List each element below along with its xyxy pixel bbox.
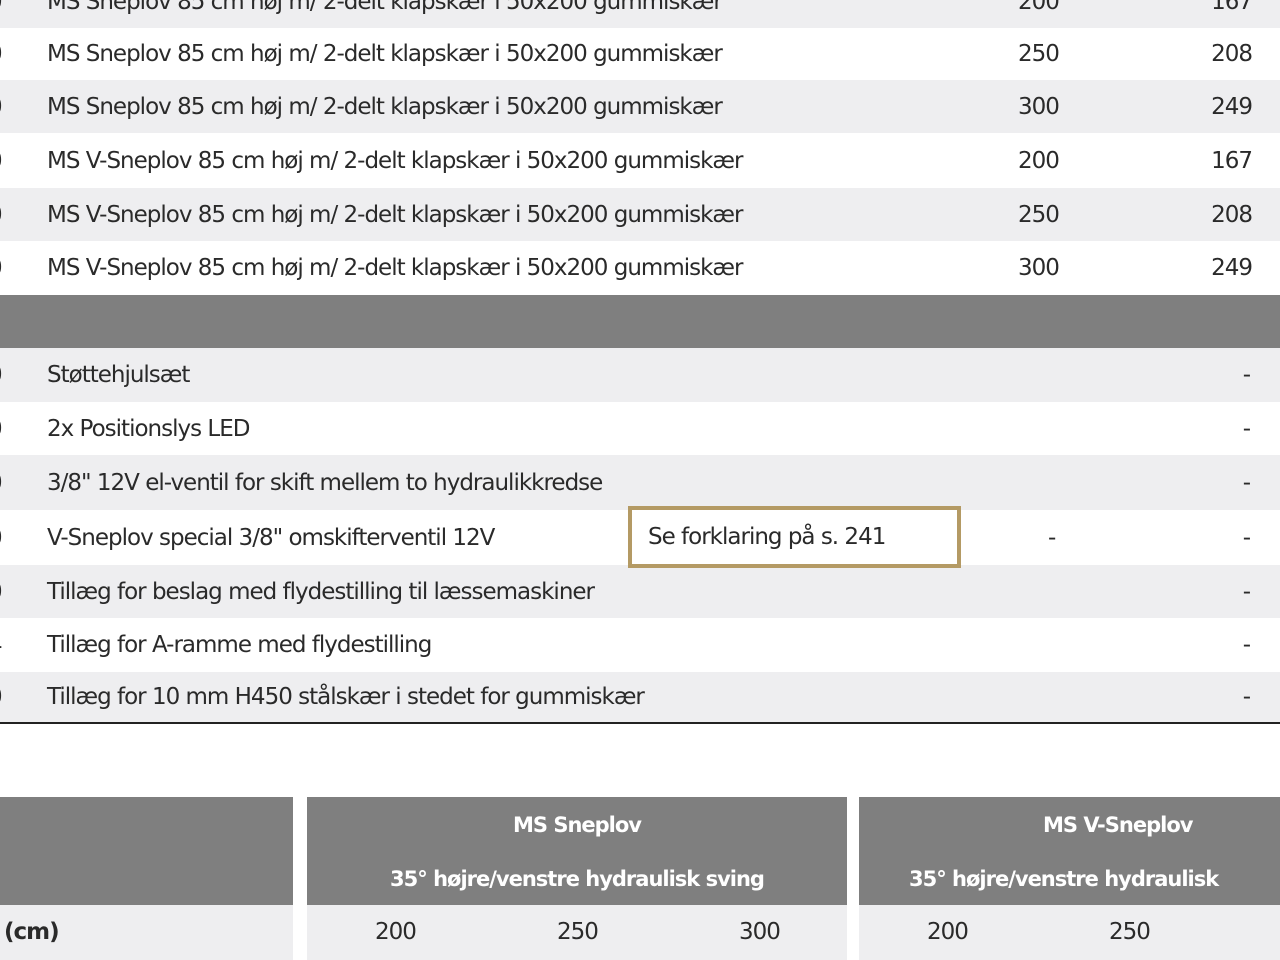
table-row: 0 MS Sneplov 85 cm høj m/ 2-delt klapskær…	[0, 80, 1280, 133]
item-description: MS V-Sneplov 85 cm høj m/ 2-delt klapskæ…	[47, 201, 743, 228]
spec-value: 200	[927, 919, 969, 945]
group-title: MS Sneplov	[513, 813, 642, 837]
item-code: 0	[0, 41, 3, 67]
item-width: 300	[1018, 93, 1060, 120]
item-description: 2x Positionslys LED	[47, 415, 250, 442]
accessory-row: 0 3/8" 12V el-ventil for skift mellem to …	[0, 455, 1280, 510]
accessory-row: 0 2x Positionslys LED -	[0, 402, 1280, 455]
item-description: Tillæg for A-ramme med flydestilling	[47, 632, 432, 658]
spec-row-ms-sneplov: 200 250 300	[307, 905, 847, 960]
item-code: 0	[0, 0, 3, 15]
item-code: 0	[0, 470, 3, 496]
accessory-row: 0 Tillæg for 10 mm H450 stålskær i stedet…	[0, 672, 1280, 722]
accessory-row: 0 Tillæg for beslag med flydestilling til…	[0, 565, 1280, 618]
accessory-row: 4 Tillæg for A-ramme med flydestilling -	[0, 618, 1280, 672]
reference-note: Se forklaring på s. 241	[648, 524, 886, 550]
item-value: 208	[1211, 41, 1253, 67]
spec-value: 300	[739, 919, 781, 945]
item-value: -	[1242, 469, 1251, 496]
item-value: -	[1242, 524, 1251, 551]
table-row: 0 MS V-Sneplov 85 cm høj m/ 2-delt klapsk…	[0, 241, 1280, 295]
row-label: (cm)	[4, 919, 60, 945]
item-code: 0	[0, 416, 3, 442]
item-description: MS V-Sneplov 85 cm høj m/ 2-delt klapskæ…	[47, 147, 743, 174]
item-code: 0	[0, 94, 3, 120]
item-code: 0	[0, 255, 3, 281]
item-value: -	[1242, 362, 1251, 388]
accessory-row: 0 Støttehjulsæt -	[0, 348, 1280, 402]
section-divider	[0, 295, 1280, 348]
spec-row-ms-v-sneplov: 200 250	[859, 905, 1280, 960]
table-row: 0 MS Sneplov 85 cm høj m/ 2-delt klapskær…	[0, 0, 1280, 28]
table-row: 0 MS Sneplov 85 cm høj m/ 2-delt klapskær…	[0, 28, 1280, 80]
spec-header-ms-sneplov: MS Sneplov 35° højre/venstre hydraulisk …	[307, 797, 847, 905]
item-code: 0	[0, 148, 3, 174]
spec-value: 250	[557, 919, 599, 945]
item-value: 167	[1211, 0, 1253, 15]
group-title: MS V-Sneplov	[1043, 813, 1193, 837]
item-value: -	[1242, 684, 1251, 710]
table-row: 0 MS V-Sneplov 85 cm høj m/ 2-delt klapsk…	[0, 133, 1280, 188]
item-value: 249	[1211, 93, 1253, 120]
table-bottom-rule	[0, 722, 1280, 724]
item-width: 250	[1018, 201, 1060, 228]
item-description: Tillæg for 10 mm H450 stålskær i stedet …	[47, 684, 645, 710]
spec-value: 200	[375, 919, 417, 945]
item-description: MS Sneplov 85 cm høj m/ 2-delt klapskær …	[47, 0, 723, 15]
item-value: -	[1242, 578, 1251, 605]
spec-row-label: (cm)	[0, 905, 293, 960]
item-value: -	[1048, 524, 1056, 551]
item-description: MS Sneplov 85 cm høj m/ 2-delt klapskær …	[47, 41, 723, 67]
item-code: 0	[0, 684, 3, 710]
spec-header-blank	[0, 797, 293, 905]
item-code: 0	[0, 202, 3, 228]
reference-note-box: Se forklaring på s. 241	[628, 506, 961, 568]
item-value: 208	[1211, 201, 1253, 228]
item-description: Tillæg for beslag med flydestilling til …	[47, 578, 595, 605]
item-code: 0	[0, 362, 3, 388]
item-width: 300	[1018, 255, 1060, 281]
item-description: MS V-Sneplov 85 cm høj m/ 2-delt klapskæ…	[47, 255, 743, 281]
group-subtitle: 35° højre/venstre hydraulisk	[909, 867, 1219, 891]
item-value: 249	[1211, 255, 1253, 281]
item-code: 0	[0, 579, 3, 605]
item-code: 0	[0, 525, 3, 551]
item-value: 167	[1211, 147, 1253, 174]
item-description: Støttehjulsæt	[47, 362, 190, 388]
item-description: V-Sneplov special 3/8" omskifterventil 1…	[47, 524, 495, 551]
spec-value: 250	[1109, 919, 1151, 945]
spec-header-ms-v-sneplov: MS V-Sneplov 35° højre/venstre hydraulis…	[859, 797, 1280, 905]
item-description: MS Sneplov 85 cm høj m/ 2-delt klapskær …	[47, 93, 723, 120]
item-description: 3/8" 12V el-ventil for skift mellem to h…	[47, 469, 603, 496]
group-subtitle: 35° højre/venstre hydraulisk sving	[390, 867, 765, 891]
item-width: 200	[1018, 0, 1060, 15]
item-width: 250	[1018, 41, 1060, 67]
item-width: 200	[1018, 147, 1060, 174]
item-value: -	[1242, 415, 1251, 442]
item-value: -	[1242, 632, 1251, 658]
item-code: 4	[0, 632, 3, 658]
table-row: 0 MS V-Sneplov 85 cm høj m/ 2-delt klapsk…	[0, 188, 1280, 241]
